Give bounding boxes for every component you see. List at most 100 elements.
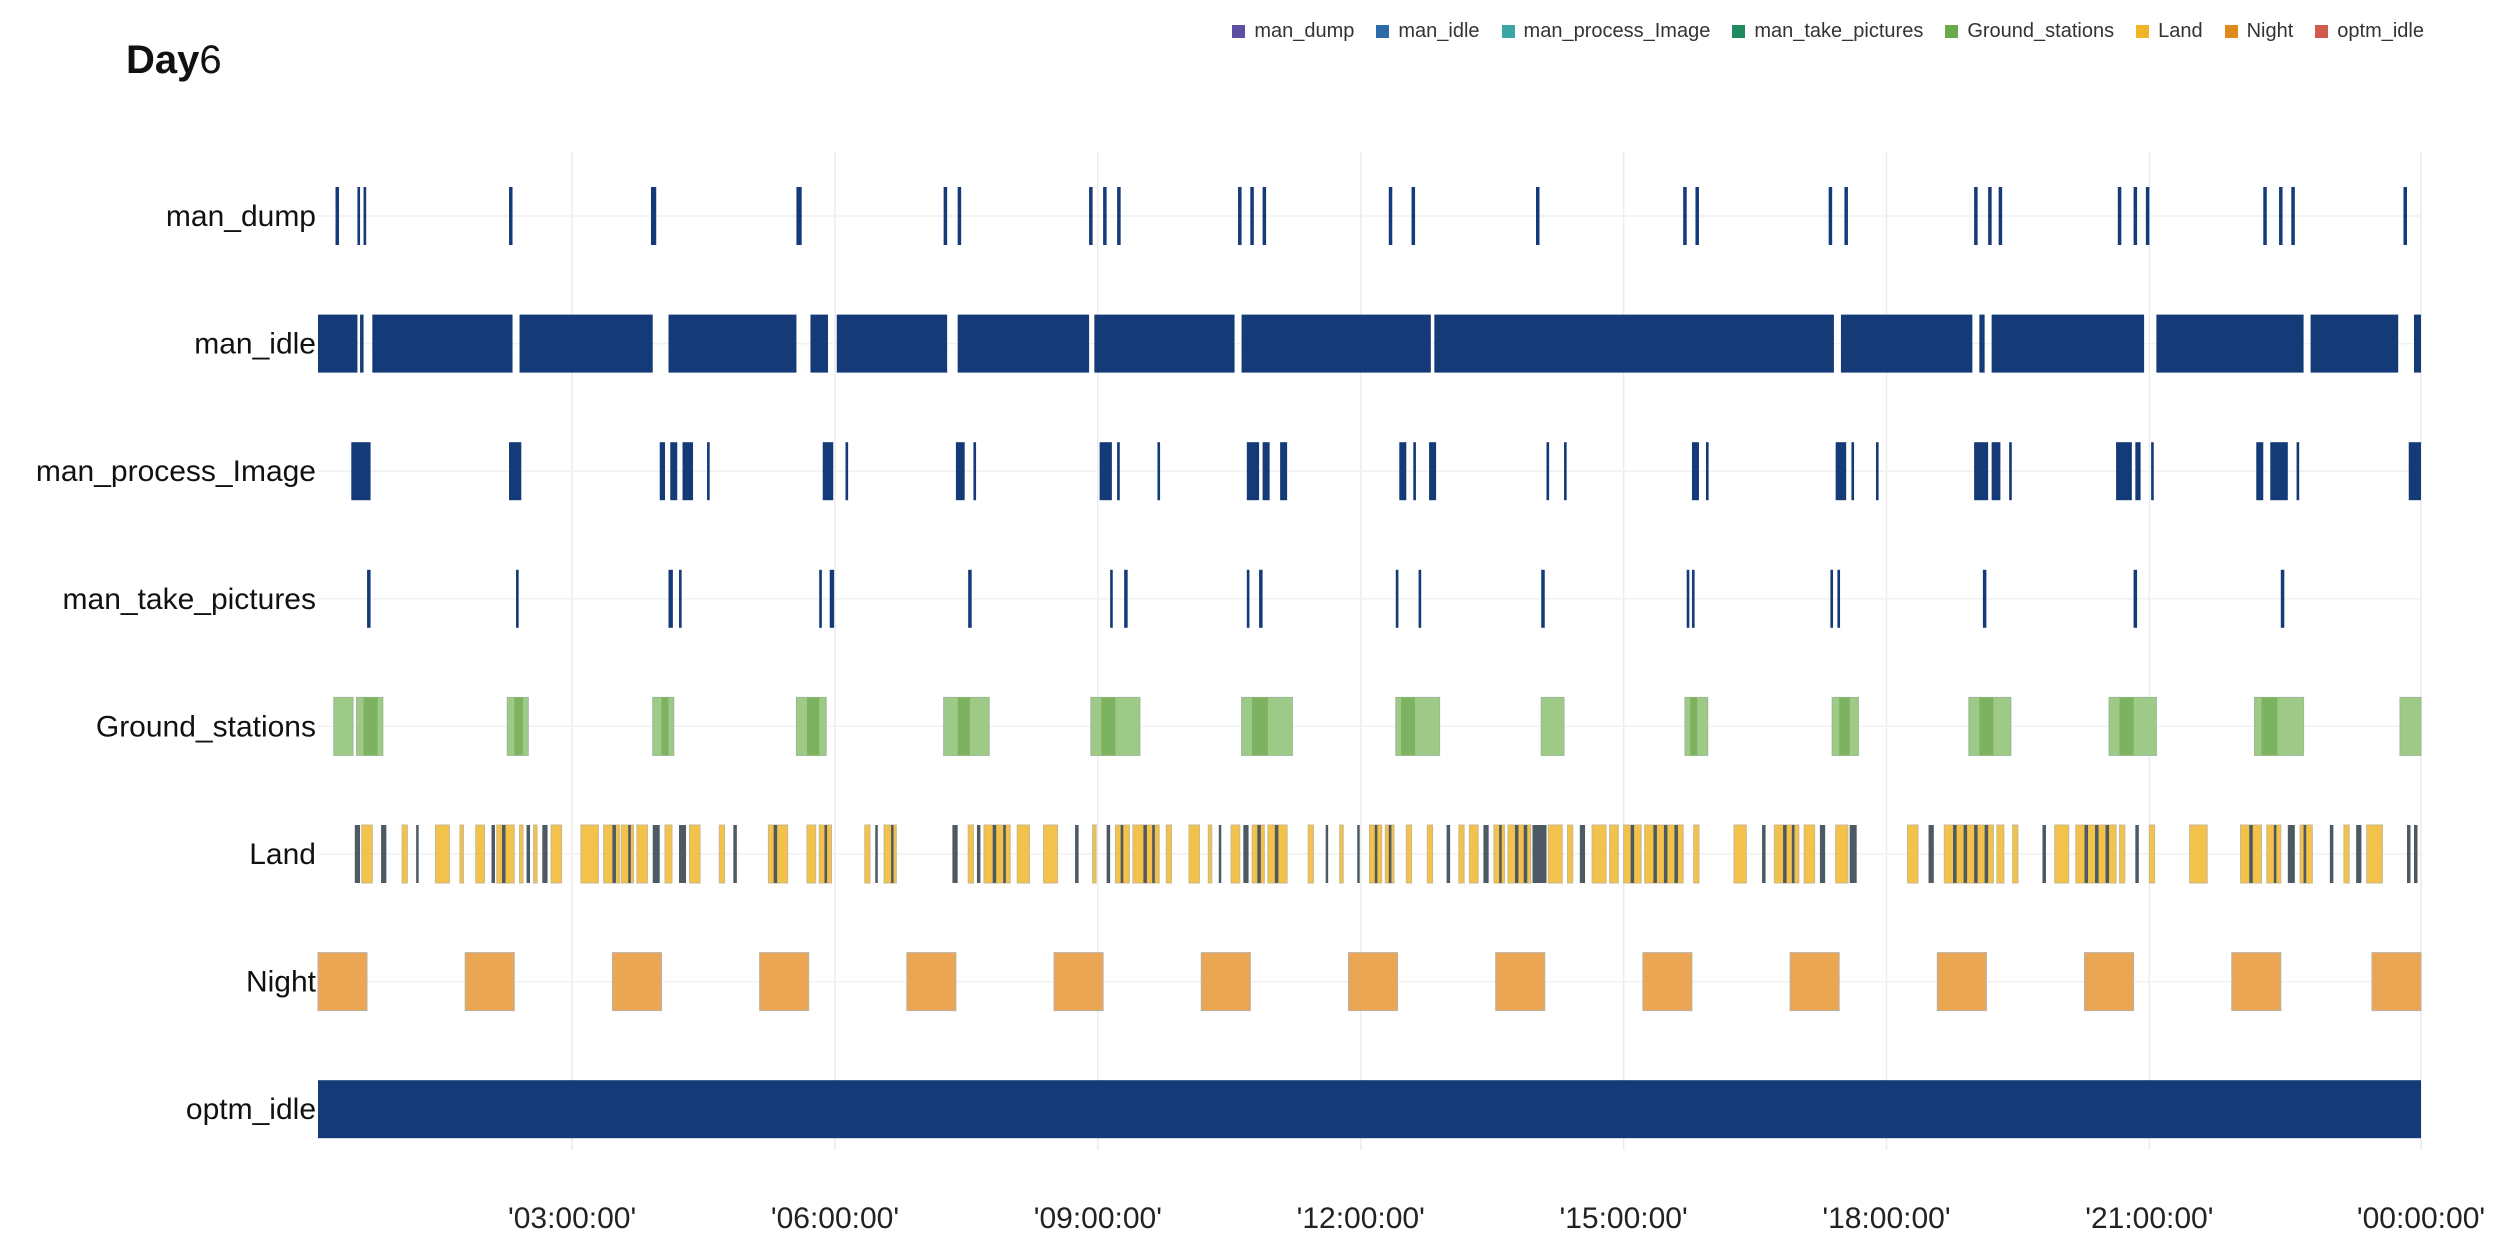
x-tick-label: '21:00:00'	[2085, 1202, 2213, 1235]
legend-item: man_dump	[1232, 20, 1354, 43]
timeline-segment	[1418, 569, 1422, 628]
timeline-segment	[670, 442, 678, 501]
timeline-segment	[333, 696, 354, 756]
x-tick-label: '03:00:00'	[508, 1202, 636, 1235]
timeline-segment	[1165, 824, 1172, 884]
timeline-segment	[1413, 442, 1416, 501]
timeline-segment	[2296, 442, 2300, 501]
timeline-segment	[1835, 824, 1849, 884]
timeline-segment	[682, 442, 694, 501]
row-label: man_process_Image	[36, 455, 316, 488]
timeline-segment	[318, 1080, 2421, 1139]
timeline-segment	[363, 187, 367, 245]
timeline-segment	[1016, 824, 1031, 884]
timeline-segment	[1499, 825, 1502, 883]
timeline-segment	[2403, 187, 2407, 245]
timeline-segment	[1851, 442, 1855, 501]
timeline-segment	[1157, 442, 1161, 501]
timeline-segment	[1106, 825, 1111, 883]
timeline-segment	[1609, 824, 1619, 884]
timeline-segment	[1257, 825, 1261, 883]
timeline-segment	[955, 442, 965, 501]
timeline-segment	[509, 442, 522, 501]
timeline-segment	[1493, 824, 1505, 884]
timeline-segment	[1844, 187, 1848, 245]
timeline-segment	[1434, 314, 1834, 373]
timeline-segment	[1388, 187, 1393, 245]
legend-label: Land	[2158, 20, 2203, 42]
timeline-segment	[317, 952, 368, 1012]
legend-swatch	[2136, 25, 2150, 38]
timeline-segment	[2270, 442, 2288, 501]
timeline-segment	[526, 825, 531, 883]
timeline-segment	[2156, 314, 2304, 373]
timeline-segment	[542, 825, 548, 883]
timeline-segment	[1143, 825, 1147, 883]
legend-item: optm_idle	[2315, 20, 2424, 43]
timeline-segment	[459, 824, 464, 884]
timeline-segment	[1003, 825, 1006, 883]
timeline-segment	[1429, 442, 1437, 501]
timeline-segment	[957, 314, 1090, 373]
timeline-segment	[2135, 825, 2139, 883]
timeline-segment	[1523, 825, 1528, 883]
row-label: man_idle	[194, 328, 316, 361]
timeline-segment	[335, 187, 340, 245]
legend-label: Ground_stations	[1967, 20, 2115, 42]
timeline-segment	[1839, 697, 1850, 756]
timeline-segment	[2151, 442, 2154, 501]
timeline-segment	[580, 824, 599, 884]
timeline-segment	[1733, 824, 1747, 884]
timeline-segment	[1514, 825, 1519, 883]
timeline-segment	[620, 824, 634, 884]
timeline-segment	[1828, 187, 1833, 245]
timeline-segment	[1953, 825, 1957, 883]
timeline-segment	[2273, 825, 2277, 883]
timeline-segment	[1984, 825, 1989, 883]
legend-label: Night	[2246, 20, 2294, 42]
timeline-segment	[2119, 824, 2126, 884]
timeline-segment	[1103, 187, 1107, 245]
x-tick-label: '00:00:00'	[2357, 1202, 2485, 1235]
timeline-segment	[1507, 824, 1532, 884]
chart-title-bold: Day	[126, 38, 200, 82]
timeline-segment	[652, 825, 660, 883]
timeline-segment	[612, 825, 616, 883]
timeline-segment	[661, 697, 669, 756]
timeline-segment	[2291, 187, 2295, 245]
timeline-segment	[864, 824, 871, 884]
timeline-segment	[1963, 825, 1968, 883]
timeline-segment	[1250, 187, 1254, 245]
timeline-segment	[2012, 824, 2019, 884]
timeline-segment	[1762, 825, 1766, 883]
timeline-segment	[519, 824, 524, 884]
timeline-segment	[434, 824, 450, 884]
timeline-segment	[659, 442, 665, 501]
timeline-segment	[1252, 697, 1268, 756]
legend-label: man_take_pictures	[1754, 20, 1924, 42]
timeline-segment	[372, 314, 513, 373]
timeline-segment	[1347, 952, 1399, 1012]
timeline-segment	[491, 825, 496, 883]
timeline-segment	[1691, 569, 1695, 628]
timeline-segment	[1567, 824, 1574, 884]
timeline-segment	[983, 824, 1011, 884]
timeline-segment	[1246, 569, 1250, 628]
timeline-segment	[883, 824, 897, 884]
timeline-segment	[664, 824, 673, 884]
timeline-segment	[2084, 952, 2135, 1012]
timeline-segment	[2413, 314, 2421, 373]
timeline-segment	[416, 825, 419, 883]
timeline-segment	[824, 825, 828, 883]
timeline-segment	[1663, 825, 1668, 883]
timeline-segment	[1458, 824, 1465, 884]
timeline-segment	[351, 442, 371, 501]
timeline-segment	[2343, 824, 2350, 884]
timeline-segment	[829, 569, 835, 628]
timeline-segment	[611, 952, 662, 1012]
timeline-segment	[1653, 825, 1657, 883]
timeline-segment	[1426, 824, 1434, 884]
timeline-segment	[2287, 825, 2295, 883]
legend: man_dump man_idle man_process_Image man_tak…	[1232, 20, 2424, 43]
